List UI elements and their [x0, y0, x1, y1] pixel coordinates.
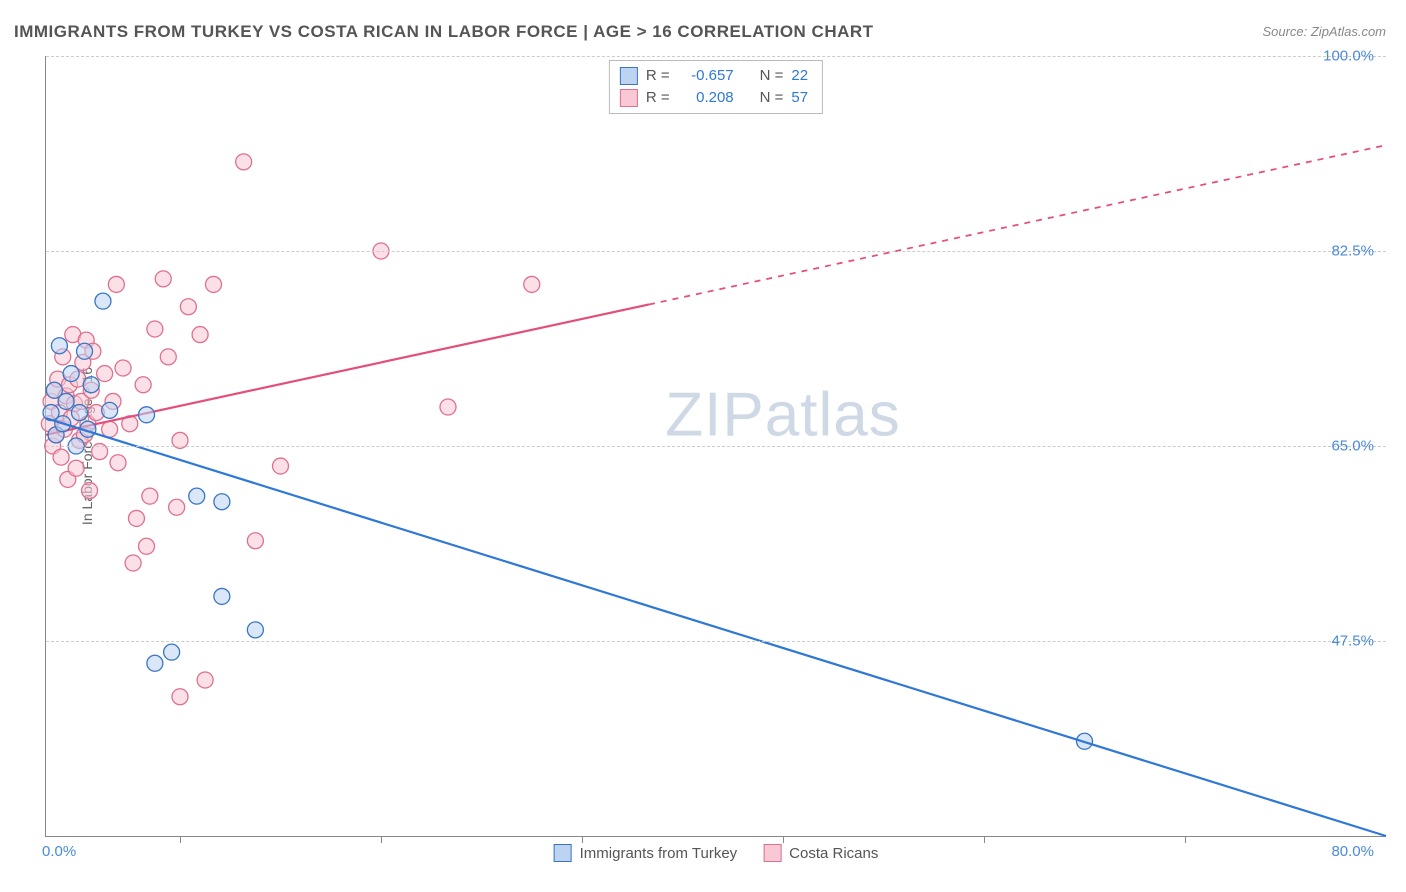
costarica-point: [273, 458, 289, 474]
turkey-point: [214, 588, 230, 604]
turkey-point: [58, 393, 74, 409]
costarica-point: [169, 499, 185, 515]
costarica-point: [206, 276, 222, 292]
turkey-point: [139, 407, 155, 423]
turkey-point: [83, 377, 99, 393]
turkey-point: [164, 644, 180, 660]
costarica-point: [139, 538, 155, 554]
chart-container: IMMIGRANTS FROM TURKEY VS COSTA RICAN IN…: [0, 0, 1406, 892]
costarica-point: [115, 360, 131, 376]
costarica-point: [110, 455, 126, 471]
costarica-point: [125, 555, 141, 571]
grid-line: [46, 251, 1386, 252]
turkey-point: [72, 405, 88, 421]
y-tick-label: 100.0%: [1323, 48, 1374, 65]
x-axis-max-label: 80.0%: [1331, 843, 1374, 860]
costarica-point: [147, 321, 163, 337]
costarica-point: [68, 460, 84, 476]
costarica-trend-solid: [46, 304, 649, 434]
legend-item: Immigrants from Turkey: [554, 844, 738, 862]
grid-line: [46, 56, 1386, 57]
costarica-point: [524, 276, 540, 292]
turkey-point: [63, 366, 79, 382]
costarica-point: [128, 510, 144, 526]
x-tick: [984, 836, 985, 843]
costarica-point: [155, 271, 171, 287]
chart-title: IMMIGRANTS FROM TURKEY VS COSTA RICAN IN…: [14, 22, 874, 42]
legend-series: Immigrants from Turkey Costa Ricans: [554, 844, 879, 862]
grid-line: [46, 446, 1386, 447]
costarica-trend-dashed: [649, 145, 1386, 304]
y-tick-label: 65.0%: [1331, 438, 1374, 455]
turkey-point: [214, 494, 230, 510]
costarica-point: [180, 299, 196, 315]
x-tick: [381, 836, 382, 843]
costarica-point: [160, 349, 176, 365]
turkey-point: [51, 338, 67, 354]
turkey-point: [247, 622, 263, 638]
turkey-point: [102, 402, 118, 418]
legend-label: Immigrants from Turkey: [580, 845, 738, 862]
y-tick-label: 82.5%: [1331, 243, 1374, 260]
costarica-point: [247, 533, 263, 549]
turkey-point: [147, 655, 163, 671]
legend-swatch: [554, 844, 572, 862]
turkey-point: [95, 293, 111, 309]
legend-swatch: [763, 844, 781, 862]
costarica-point: [53, 449, 69, 465]
costarica-point: [108, 276, 124, 292]
costarica-point: [236, 154, 252, 170]
costarica-point: [97, 366, 113, 382]
costarica-point: [135, 377, 151, 393]
chart-source: Source: ZipAtlas.com: [1262, 24, 1386, 39]
costarica-point: [82, 483, 98, 499]
costarica-point: [102, 421, 118, 437]
costarica-point: [142, 488, 158, 504]
x-tick: [582, 836, 583, 843]
plot-area: R =-0.657N =22R =0.208N =57 ZIPatlas 0.0…: [45, 56, 1386, 837]
x-axis-min-label: 0.0%: [42, 843, 76, 860]
legend-label: Costa Ricans: [789, 845, 878, 862]
x-tick: [1185, 836, 1186, 843]
costarica-point: [197, 672, 213, 688]
costarica-point: [440, 399, 456, 415]
legend-item: Costa Ricans: [763, 844, 878, 862]
costarica-point: [172, 689, 188, 705]
turkey-point: [189, 488, 205, 504]
costarica-point: [192, 327, 208, 343]
grid-line: [46, 641, 1386, 642]
turkey-point: [77, 343, 93, 359]
x-tick: [783, 836, 784, 843]
y-tick-label: 47.5%: [1331, 633, 1374, 650]
turkey-trend-solid: [46, 418, 1386, 836]
x-tick: [180, 836, 181, 843]
